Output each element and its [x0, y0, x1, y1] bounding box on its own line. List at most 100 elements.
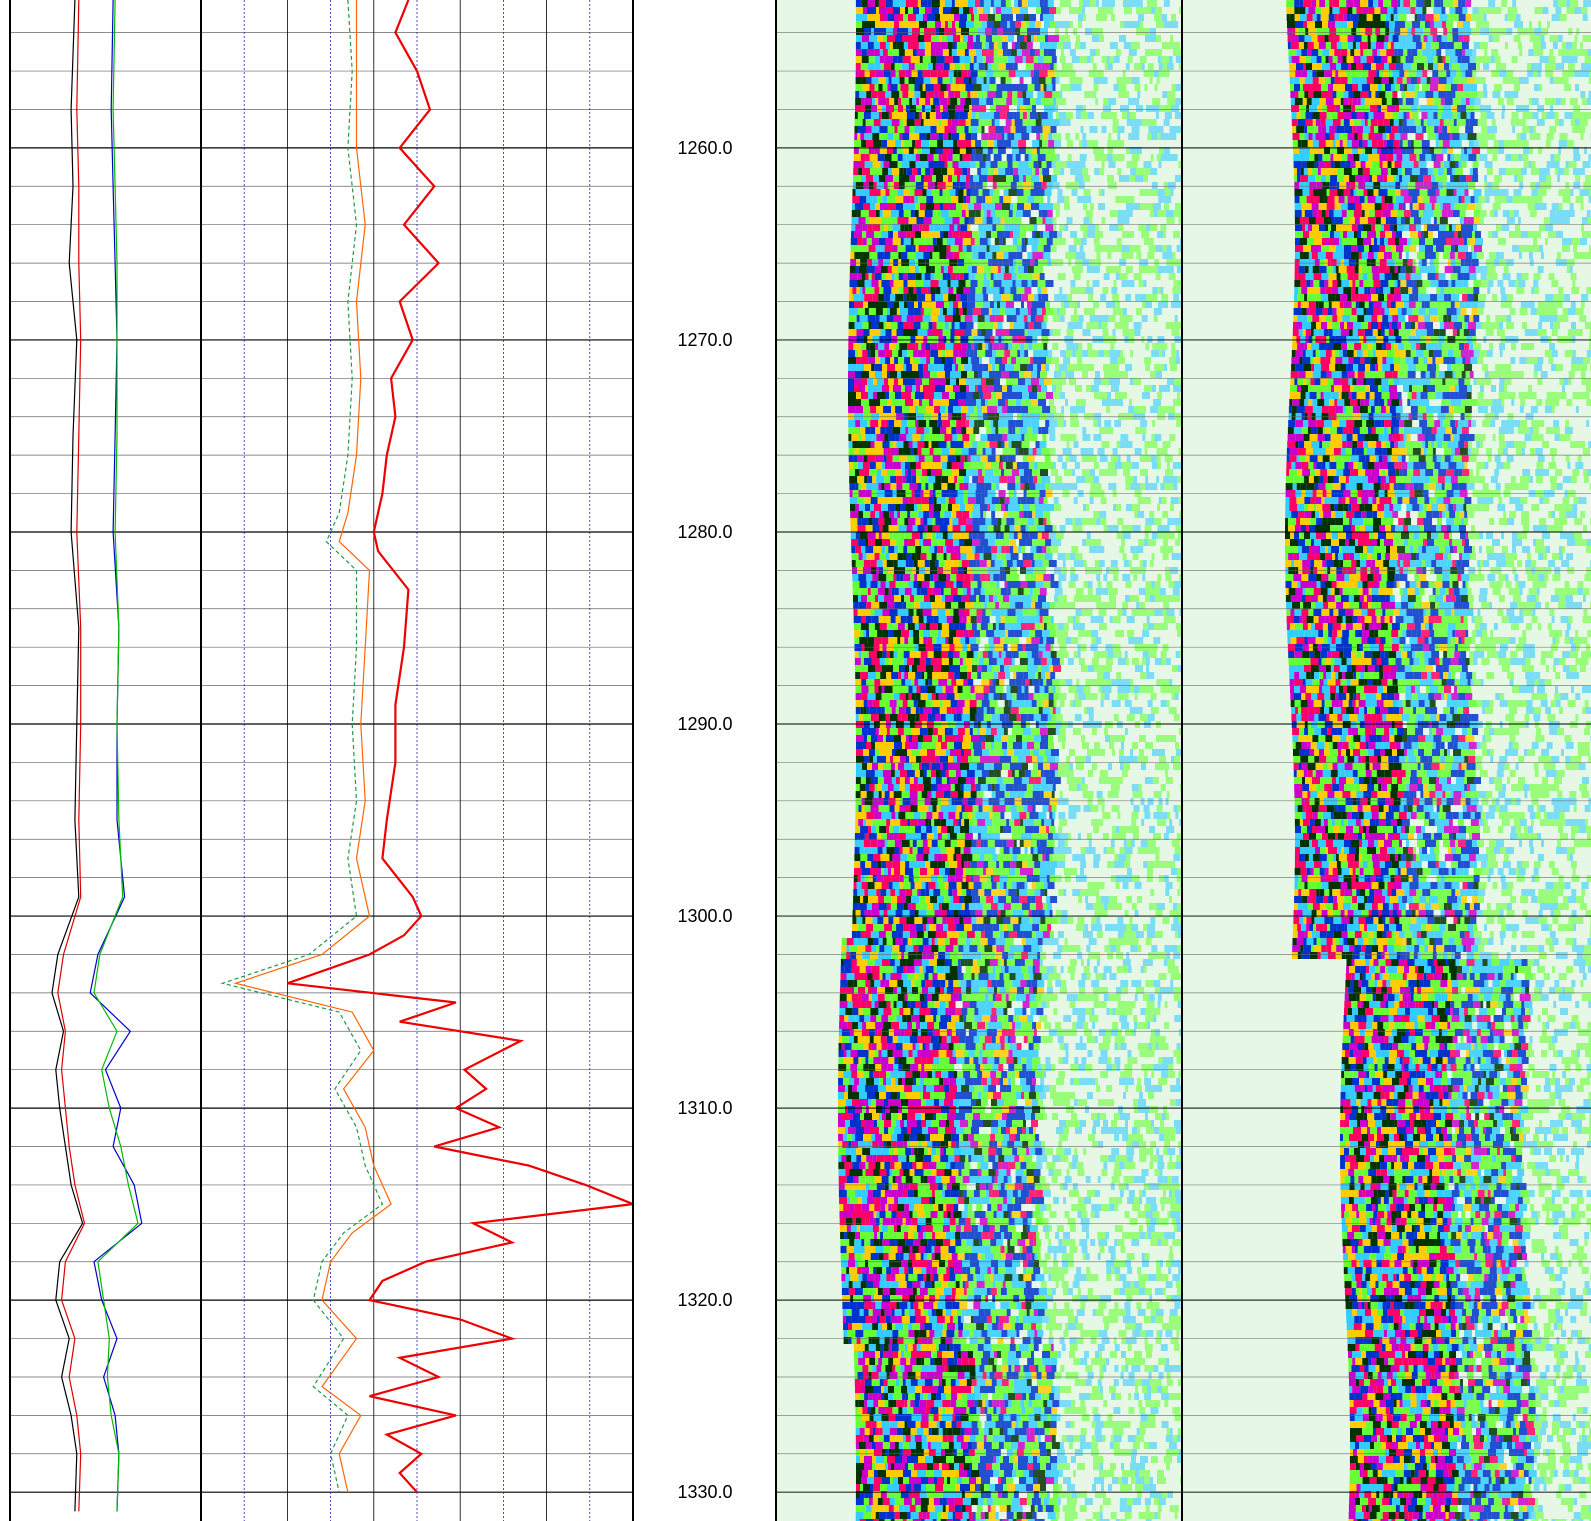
image-track-1-cell — [986, 427, 992, 434]
image-track-1-cell — [922, 189, 927, 196]
image-track-1-cell — [1027, 455, 1035, 462]
image-track-1-cell — [1052, 329, 1061, 336]
image-track-1-cell — [1068, 70, 1076, 77]
image-track-1-cell — [929, 147, 936, 154]
image-track-1-cell — [1131, 294, 1136, 301]
image-track-1-cell — [1071, 532, 1079, 539]
image-track-1-cell — [1082, 434, 1091, 441]
image-track-1-cell — [1051, 469, 1058, 476]
image-track-1-cell — [1012, 343, 1021, 350]
image-track-1-cell — [898, 448, 903, 455]
image-track-1-cell — [972, 469, 978, 476]
image-track-1-cell — [934, 546, 938, 553]
image-track-1-cell — [1059, 224, 1065, 231]
image-track-1-cell — [941, 168, 948, 175]
image-track-1-cell — [1032, 448, 1037, 455]
image-track-1-cell — [955, 392, 961, 399]
image-track-1-cell — [1028, 161, 1034, 168]
image-track-1-cell — [1172, 518, 1181, 525]
image-track-1-cell — [871, 238, 879, 245]
image-track-1-cell — [1054, 441, 1060, 448]
image-track-1-cell — [1091, 385, 1095, 392]
image-track-1-cell — [1072, 217, 1077, 224]
image-track-1-cell — [1178, 21, 1182, 28]
image-track-1-cell — [1130, 350, 1134, 357]
image-track-1-cell — [951, 322, 955, 329]
image-track-1-cell — [1143, 182, 1152, 189]
image-track-1-cell — [919, 98, 926, 105]
image-track-1-cell — [1125, 364, 1133, 371]
image-track-1-cell — [1065, 119, 1071, 126]
image-track-1-cell — [1131, 133, 1140, 140]
image-track-1-cell — [983, 119, 992, 126]
image-track-1-cell — [1113, 203, 1117, 210]
image-track-1-cell — [993, 0, 1001, 7]
image-track-1-cell — [928, 161, 937, 168]
image-track-1-cell — [882, 84, 888, 91]
image-track-1-cell — [930, 77, 938, 84]
image-track-1-cell — [1030, 70, 1034, 77]
image-track-1-cell — [897, 84, 901, 91]
image-track-1-cell — [1100, 133, 1109, 140]
image-track-1-cell — [959, 497, 964, 504]
image-track-1-cell — [890, 294, 896, 301]
image-track-1-cell — [1124, 462, 1132, 469]
image-track-1-cell — [1007, 455, 1016, 462]
image-track-1-cell — [855, 91, 860, 98]
image-track-1-cell — [1031, 126, 1037, 133]
image-track-1-cell — [949, 392, 955, 399]
image-track-1-cell — [1010, 392, 1018, 399]
image-track-1-cell — [989, 371, 993, 378]
image-track-1-cell — [1098, 322, 1102, 329]
image-track-1-cell — [1151, 7, 1155, 14]
image-track-1-cell — [1086, 322, 1095, 329]
image-track-1-cell — [1136, 0, 1143, 7]
image-track-1-cell — [1169, 147, 1177, 154]
image-track-1-cell — [857, 441, 864, 448]
image-track-1-cell — [975, 161, 980, 168]
image-track-1-cell — [968, 49, 976, 56]
image-track-1-cell — [1123, 287, 1128, 294]
image-track-1-cell — [959, 42, 967, 49]
image-track-1-cell — [1073, 441, 1079, 448]
image-track-1-cell — [877, 196, 883, 203]
image-track-1-cell — [964, 231, 973, 238]
image-track-1-cell — [942, 77, 950, 84]
image-track-1-cell — [915, 245, 919, 252]
image-track-1-cell — [1137, 497, 1145, 504]
image-track-1-cell — [1156, 119, 1164, 126]
image-track-1-cell — [1080, 476, 1086, 483]
image-track-1-cell — [1171, 105, 1179, 112]
image-track-1-cell — [929, 399, 933, 406]
image-track-1-cell — [1108, 98, 1117, 105]
image-track-1-cell — [981, 497, 985, 504]
image-track-1-cell — [1103, 105, 1111, 112]
image-track-1-cell — [924, 273, 931, 280]
image-track-1-cell — [1098, 140, 1104, 147]
image-track-1-cell — [1123, 518, 1130, 525]
image-track-1-cell — [886, 308, 890, 315]
image-track-1-cell — [886, 385, 889, 392]
image-track-1-cell — [958, 350, 967, 357]
image-track-1-cell — [982, 343, 986, 350]
image-track-1-cell — [858, 574, 867, 581]
image-track-1-cell — [932, 518, 936, 525]
image-track-1-cell — [1004, 224, 1009, 231]
image-track-1-cell — [866, 483, 874, 490]
image-track-1-cell — [980, 308, 989, 315]
image-track-1-cell — [1101, 322, 1105, 329]
image-track-1-cell — [1050, 476, 1056, 483]
image-track-1-cell — [944, 217, 953, 224]
image-track-1-cell — [924, 574, 931, 581]
image-track-1-cell — [1156, 35, 1161, 42]
image-track-1-cell — [1014, 42, 1020, 49]
image-track-1-cell — [1048, 427, 1056, 434]
image-track-1-cell — [1148, 476, 1157, 483]
image-track-1-cell — [1046, 84, 1053, 91]
image-track-1-cell — [1104, 259, 1112, 266]
image-track-1-cell — [1121, 539, 1126, 546]
image-track-1-cell — [1176, 350, 1180, 357]
image-track-1-cell — [977, 462, 985, 469]
image-track-1-cell — [1001, 42, 1008, 49]
image-track-1-cell — [1121, 322, 1129, 329]
